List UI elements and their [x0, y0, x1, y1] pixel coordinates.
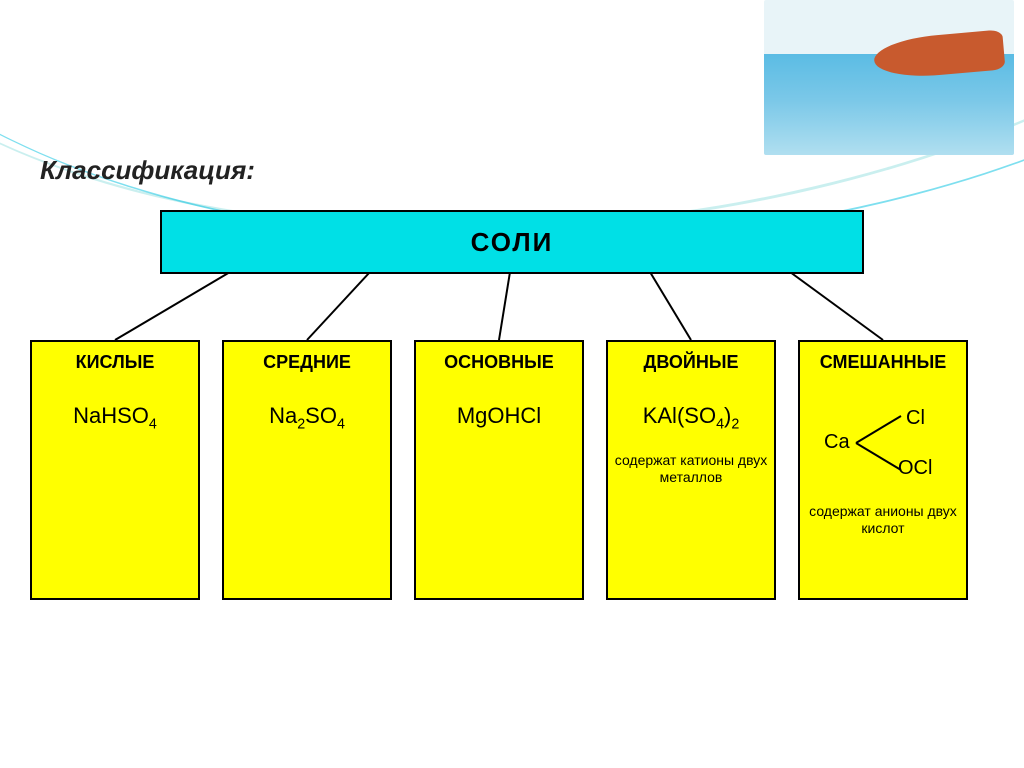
sub-node-note: содержат катионы двух металлов: [614, 452, 768, 486]
sub-node-formula: Na2SO4: [230, 403, 384, 432]
page-heading: Классификация:: [40, 155, 255, 186]
sub-node-note: содержат анионы двух кислот: [806, 503, 960, 537]
sub-node-3: ДВОЙНЫЕ KAl(SO4)2 содержат катионы двух ме…: [606, 340, 776, 600]
sub-node-label: ДВОЙНЫЕ: [614, 352, 768, 373]
sub-node-4: СМЕШАННЫЕ CaClOCl содержат анионы двух кис…: [798, 340, 968, 600]
spoon-shape: [873, 29, 1006, 80]
main-node: СОЛИ: [160, 210, 864, 274]
connector-lines: [30, 272, 990, 342]
sub-node-label: СМЕШАННЫЕ: [806, 352, 960, 373]
sub-node-formula: NaHSO4: [38, 403, 192, 432]
sub-node-formula: MgOHCl: [422, 403, 576, 429]
salt-photo: [764, 0, 1014, 155]
sub-node-1: СРЕДНИЕ Na2SO4: [222, 340, 392, 600]
sub-node-label: СРЕДНИЕ: [230, 352, 384, 373]
sub-node-label: ОСНОВНЫЕ: [422, 352, 576, 373]
sub-node-formula: CaClOCl: [806, 403, 960, 483]
classification-diagram: СОЛИ КИСЛЫЕ NaHSO4 СРЕДНИЕ Na2SO4 ОСНОВНЫЕ Mg…: [30, 210, 990, 630]
sub-node-label: КИСЛЫЕ: [38, 352, 192, 373]
main-node-label: СОЛИ: [471, 227, 554, 258]
sub-node-formula: KAl(SO4)2: [614, 403, 768, 432]
sub-node-0: КИСЛЫЕ NaHSO4: [30, 340, 200, 600]
sub-node-2: ОСНОВНЫЕ MgOHCl: [414, 340, 584, 600]
